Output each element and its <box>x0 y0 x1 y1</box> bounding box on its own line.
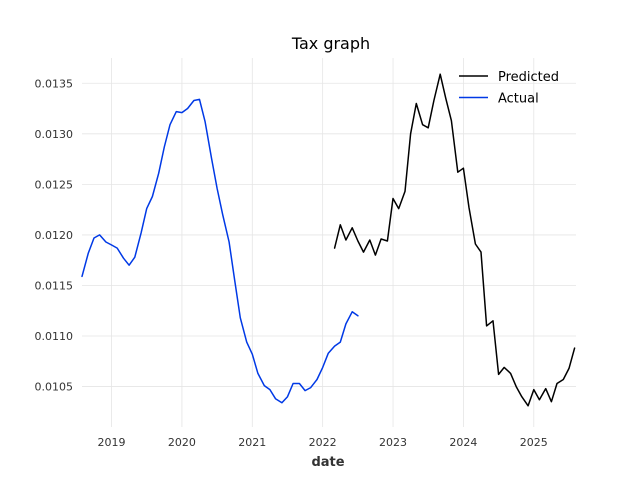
x-axis-ticks: 2019 2020 2021 2022 2023 2024 2025 <box>98 436 548 449</box>
y-axis-ticks: 0.0105 0.0110 0.0115 0.0120 0.0125 0.0130 0.01… <box>35 77 74 393</box>
grid <box>82 58 576 427</box>
series-layer <box>81 73 576 407</box>
y-tick-label: 0.0130 <box>35 128 74 141</box>
x-axis-label: date <box>311 455 344 470</box>
y-tick-label: 0.0135 <box>35 77 74 90</box>
legend: Predicted Actual <box>459 70 559 107</box>
y-tick-label: 0.0120 <box>35 229 74 242</box>
y-tick-label: 0.0105 <box>35 381 74 394</box>
x-tick-label: 2020 <box>168 436 196 449</box>
x-tick-label: 2025 <box>520 436 548 449</box>
x-tick-label: 2021 <box>238 436 266 449</box>
chart-title: Tax graph <box>291 34 370 53</box>
series-line-actual <box>81 98 359 404</box>
legend-label-predicted: Predicted <box>498 70 559 85</box>
x-tick-label: 2019 <box>98 436 126 449</box>
series-line-predicted <box>333 73 576 407</box>
y-tick-label: 0.0115 <box>35 279 74 292</box>
x-tick-label: 2022 <box>309 436 337 449</box>
legend-label-actual: Actual <box>498 92 539 107</box>
x-tick-label: 2023 <box>379 436 407 449</box>
y-tick-label: 0.0110 <box>35 330 74 343</box>
x-tick-label: 2024 <box>449 436 477 449</box>
y-tick-label: 0.0125 <box>35 178 74 191</box>
